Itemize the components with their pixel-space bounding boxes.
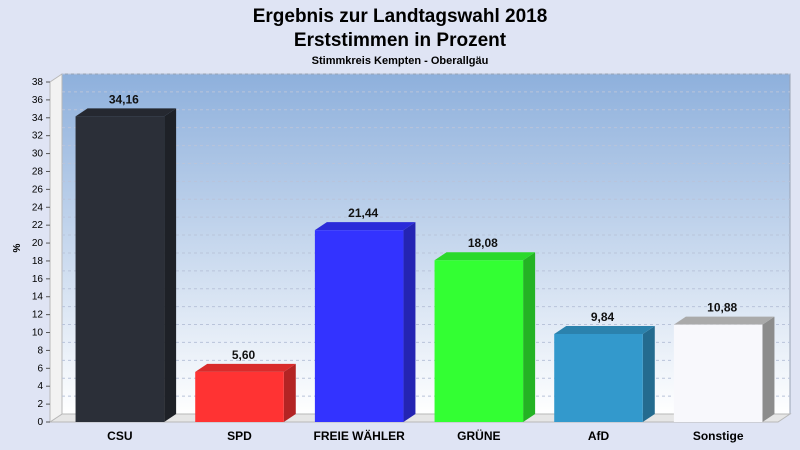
bar-side xyxy=(164,108,177,422)
x-tick-label: CSU xyxy=(107,429,132,443)
bar-top xyxy=(554,325,655,334)
plot-background xyxy=(61,73,791,415)
bar-front xyxy=(434,260,524,422)
y-tick-label: 36 xyxy=(32,95,44,106)
bar-top xyxy=(195,363,296,372)
bar-value-label: 5,60 xyxy=(232,348,256,362)
bar-spd: 5,60 xyxy=(195,348,296,422)
y-tick-label: 22 xyxy=(32,220,44,231)
y-tick-label: 4 xyxy=(37,381,43,392)
bar-top xyxy=(314,222,416,231)
y-tick-label: 32 xyxy=(32,131,44,142)
y-tick-label: 14 xyxy=(32,292,44,303)
bar-value-label: 18,08 xyxy=(468,236,498,250)
y-tick-label: 20 xyxy=(32,238,44,249)
x-tick-label: GRÜNE xyxy=(457,428,500,443)
bar-sonstige: 10,88 xyxy=(673,301,775,422)
bar-value-label: 21,44 xyxy=(348,206,378,220)
chart-title: Ergebnis zur Landtagswahl 2018 xyxy=(253,6,548,27)
bar-value-label: 34,16 xyxy=(109,92,139,106)
x-tick-label: SPD xyxy=(227,429,252,443)
y-tick-label: 10 xyxy=(32,328,44,339)
bar-side xyxy=(762,316,775,422)
bar-top xyxy=(434,252,536,261)
x-tick-label: Sonstige xyxy=(693,429,744,443)
plot-left-wall xyxy=(49,73,63,423)
bar-top xyxy=(75,108,177,117)
y-tick-label: 28 xyxy=(32,166,44,177)
bar-afd: 9,84 xyxy=(554,310,655,422)
bar-value-label: 10,88 xyxy=(707,301,737,315)
y-tick-label: 2 xyxy=(37,399,43,410)
x-tick-label: FREIE WÄHLER xyxy=(313,428,405,443)
y-axis-label: % xyxy=(12,243,23,252)
chart-subtitle: Stimmkreis Kempten - Oberallgäu xyxy=(312,55,489,67)
y-tick-label: 8 xyxy=(37,345,43,356)
bar-freie-wähler: 21,44 xyxy=(314,206,416,422)
y-tick-label: 24 xyxy=(32,202,44,213)
chart-title-line-2: Erststimmen in Prozent xyxy=(294,30,507,51)
y-tick-label: 0 xyxy=(37,417,43,428)
y-tick-label: 16 xyxy=(32,274,44,285)
bars: 34,16 5,60 21,44 18,08 9,84 10,88 xyxy=(75,92,775,422)
bar-side xyxy=(642,325,655,422)
bar-front xyxy=(673,324,763,422)
x-axis-labels: CSU SPD FREIE WÄHLER GRÜNE AfD Sonstige xyxy=(107,428,744,443)
bar-front xyxy=(554,333,643,422)
y-tick-label: 18 xyxy=(32,256,44,267)
y-tick-label: 30 xyxy=(32,149,44,160)
bar-grüne: 18,08 xyxy=(434,236,536,422)
y-tick-label: 12 xyxy=(32,310,44,321)
x-tick-label: AfD xyxy=(588,429,610,443)
y-tick-label: 26 xyxy=(32,184,44,195)
bar-top xyxy=(673,316,775,325)
y-tick-label: 6 xyxy=(37,363,43,374)
bar-side xyxy=(283,363,296,422)
bar-value-label: 9,84 xyxy=(591,310,615,324)
gridlines xyxy=(62,73,790,397)
bar-csu: 34,16 xyxy=(75,92,177,422)
y-tick-label: 34 xyxy=(32,113,44,124)
bar-front xyxy=(195,371,284,422)
y-tick-label: 38 xyxy=(32,77,44,88)
bar-front xyxy=(75,116,165,422)
bar-side xyxy=(403,222,416,422)
bar-front xyxy=(314,230,404,422)
bar-side xyxy=(523,252,536,422)
